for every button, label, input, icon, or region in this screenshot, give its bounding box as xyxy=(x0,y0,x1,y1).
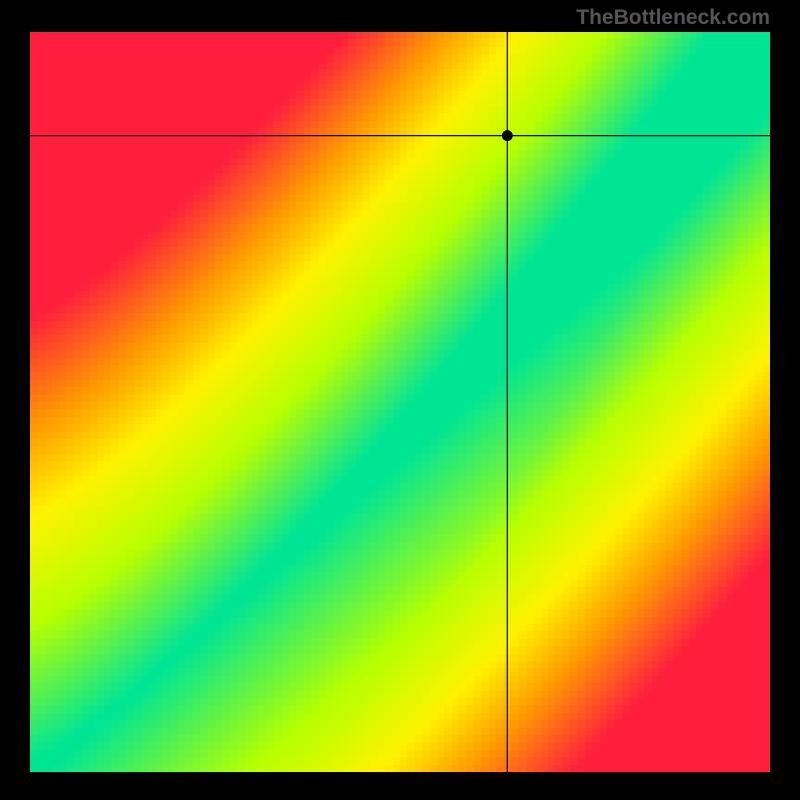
bottleneck-heatmap xyxy=(0,0,800,800)
chart-container: TheBottleneck.com xyxy=(0,0,800,800)
watermark-text: TheBottleneck.com xyxy=(576,6,770,30)
